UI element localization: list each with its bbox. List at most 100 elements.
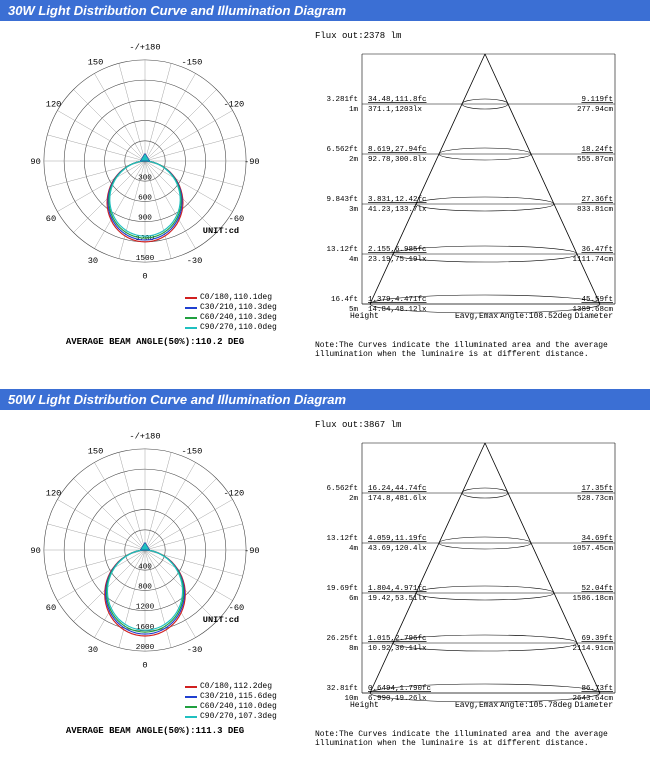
svg-text:92.78,300.8lx: 92.78,300.8lx: [368, 156, 427, 164]
svg-text:900: 900: [138, 215, 152, 223]
illumination-diagram: 6.562ft2m16.24,44.74fc174.8,481.6lx17.35…: [315, 435, 625, 725]
legend: C0/180,112.2degC30/210,115.6degC60/240,1…: [185, 682, 305, 721]
svg-text:-/+180: -/+180: [129, 42, 160, 52]
svg-text:4.059,11.19fc: 4.059,11.19fc: [368, 535, 427, 543]
svg-text:90: 90: [30, 157, 40, 167]
legend-item: C30/210,115.6deg: [185, 692, 305, 701]
legend-item: C90/270,110.0deg: [185, 323, 305, 332]
flux-label: Flux out:2378 lm: [315, 31, 625, 41]
svg-text:-120: -120: [223, 489, 244, 499]
polar-chart: -/+180150-150120-12090-9060-6030-3004008…: [5, 420, 285, 680]
svg-text:34.69ft: 34.69ft: [581, 535, 613, 543]
legend-item: C30/210,110.3deg: [185, 303, 305, 312]
svg-text:-30: -30: [187, 645, 203, 655]
svg-text:19.42,53.51lx: 19.42,53.51lx: [368, 595, 427, 603]
beam-angle-label: AVERAGE BEAM ANGLE(50%):110.2 DEG: [5, 337, 305, 347]
svg-text:3m: 3m: [349, 206, 359, 214]
svg-text:277.94cm: 277.94cm: [577, 106, 614, 114]
svg-text:800: 800: [138, 584, 152, 592]
svg-text:1.015,2.796fc: 1.015,2.796fc: [368, 635, 427, 643]
svg-text:86.73ft: 86.73ft: [581, 685, 613, 693]
svg-text:-30: -30: [187, 256, 203, 266]
polar-column: -/+180150-150120-12090-9060-6030-3004008…: [5, 420, 305, 748]
svg-text:2000: 2000: [136, 644, 155, 652]
legend-item: C0/180,110.1deg: [185, 293, 305, 302]
svg-text:1111.74cm: 1111.74cm: [572, 256, 613, 264]
svg-text:8.619,27.94fc: 8.619,27.94fc: [368, 146, 427, 154]
svg-text:1.804,4.971fc: 1.804,4.971fc: [368, 585, 427, 593]
light-section: 30W Light Distribution Curve and Illumin…: [0, 0, 650, 369]
svg-text:9.843ft: 9.843ft: [326, 196, 358, 204]
svg-text:0: 0: [142, 271, 147, 281]
svg-text:43.69,120.4lx: 43.69,120.4lx: [368, 545, 427, 553]
svg-text:Height: Height: [350, 701, 379, 710]
svg-text:8m: 8m: [349, 645, 359, 653]
section-title: 50W Light Distribution Curve and Illumin…: [0, 389, 650, 410]
svg-text:23.19,75.19lx: 23.19,75.19lx: [368, 256, 427, 264]
svg-text:120: 120: [46, 489, 62, 499]
svg-text:0: 0: [142, 660, 147, 670]
svg-text:16.24,44.74fc: 16.24,44.74fc: [368, 485, 427, 493]
svg-text:Diameter: Diameter: [575, 312, 614, 321]
svg-text:Angle:108.52deg: Angle:108.52deg: [500, 312, 572, 321]
svg-text:26.25ft: 26.25ft: [326, 635, 358, 643]
legend-item: C0/180,112.2deg: [185, 682, 305, 691]
svg-text:1500: 1500: [136, 255, 155, 263]
svg-text:-60: -60: [229, 603, 245, 613]
svg-text:150: 150: [88, 58, 104, 68]
note-text: Note:The Curves indicate the illuminated…: [315, 730, 625, 748]
svg-text:-/+180: -/+180: [129, 431, 160, 441]
svg-text:69.39ft: 69.39ft: [581, 635, 613, 643]
svg-text:555.87cm: 555.87cm: [577, 156, 614, 164]
svg-text:300: 300: [138, 174, 152, 182]
legend-item: C60/240,110.0deg: [185, 702, 305, 711]
svg-text:-150: -150: [182, 58, 203, 68]
svg-text:13.12ft: 13.12ft: [326, 535, 358, 543]
svg-text:60: 60: [46, 603, 56, 613]
svg-text:1200: 1200: [136, 604, 155, 612]
light-section: 50W Light Distribution Curve and Illumin…: [0, 389, 650, 758]
legend-item: C60/240,110.3deg: [185, 313, 305, 322]
svg-text:1m: 1m: [349, 106, 359, 114]
svg-text:2m: 2m: [349, 495, 359, 503]
polar-chart: -/+180150-150120-12090-9060-6030-3003006…: [5, 31, 285, 291]
flux-label: Flux out:3867 lm: [315, 420, 625, 430]
svg-text:30: 30: [88, 645, 98, 655]
svg-text:120: 120: [46, 100, 62, 110]
svg-text:371.1,1203lx: 371.1,1203lx: [368, 106, 423, 114]
svg-text:Height: Height: [350, 312, 379, 321]
svg-text:9.119ft: 9.119ft: [581, 96, 613, 104]
illumination-column: Flux out:2378 lm 3.281ft1m34.48,111.8fc3…: [315, 31, 625, 359]
svg-text:10.92,30.11lx: 10.92,30.11lx: [368, 645, 427, 653]
svg-text:3.281ft: 3.281ft: [326, 96, 358, 104]
svg-text:2114.91cm: 2114.91cm: [572, 645, 613, 653]
svg-text:-90: -90: [244, 546, 260, 556]
svg-text:Angle:105.78deg: Angle:105.78deg: [500, 701, 572, 710]
svg-text:18.24ft: 18.24ft: [581, 146, 613, 154]
svg-text:833.81cm: 833.81cm: [577, 206, 614, 214]
svg-text:400: 400: [138, 563, 152, 571]
illumination-diagram: 3.281ft1m34.48,111.8fc371.1,1203lx9.119f…: [315, 46, 625, 336]
polar-column: -/+180150-150120-12090-9060-6030-3003006…: [5, 31, 305, 359]
svg-text:4m: 4m: [349, 545, 359, 553]
svg-text:-60: -60: [229, 214, 245, 224]
svg-text:30: 30: [88, 256, 98, 266]
svg-text:Diameter: Diameter: [575, 701, 614, 710]
svg-text:Eavg,Emax: Eavg,Emax: [455, 312, 498, 321]
svg-text:13.12ft: 13.12ft: [326, 246, 358, 254]
svg-text:3.831,12.42fc: 3.831,12.42fc: [368, 196, 427, 204]
svg-text:2m: 2m: [349, 156, 359, 164]
beam-angle-label: AVERAGE BEAM ANGLE(50%):111.3 DEG: [5, 726, 305, 736]
note-text: Note:The Curves indicate the illuminated…: [315, 341, 625, 359]
svg-text:19.69ft: 19.69ft: [326, 585, 358, 593]
svg-text:UNIT:cd: UNIT:cd: [203, 615, 239, 625]
svg-text:36.47ft: 36.47ft: [581, 246, 613, 254]
svg-text:52.04ft: 52.04ft: [581, 585, 613, 593]
svg-text:60: 60: [46, 214, 56, 224]
svg-text:32.81ft: 32.81ft: [326, 685, 358, 693]
svg-text:600: 600: [138, 195, 152, 203]
svg-text:-150: -150: [182, 447, 203, 457]
svg-text:27.36ft: 27.36ft: [581, 196, 613, 204]
svg-text:6.562ft: 6.562ft: [326, 485, 358, 493]
svg-text:150: 150: [88, 447, 104, 457]
